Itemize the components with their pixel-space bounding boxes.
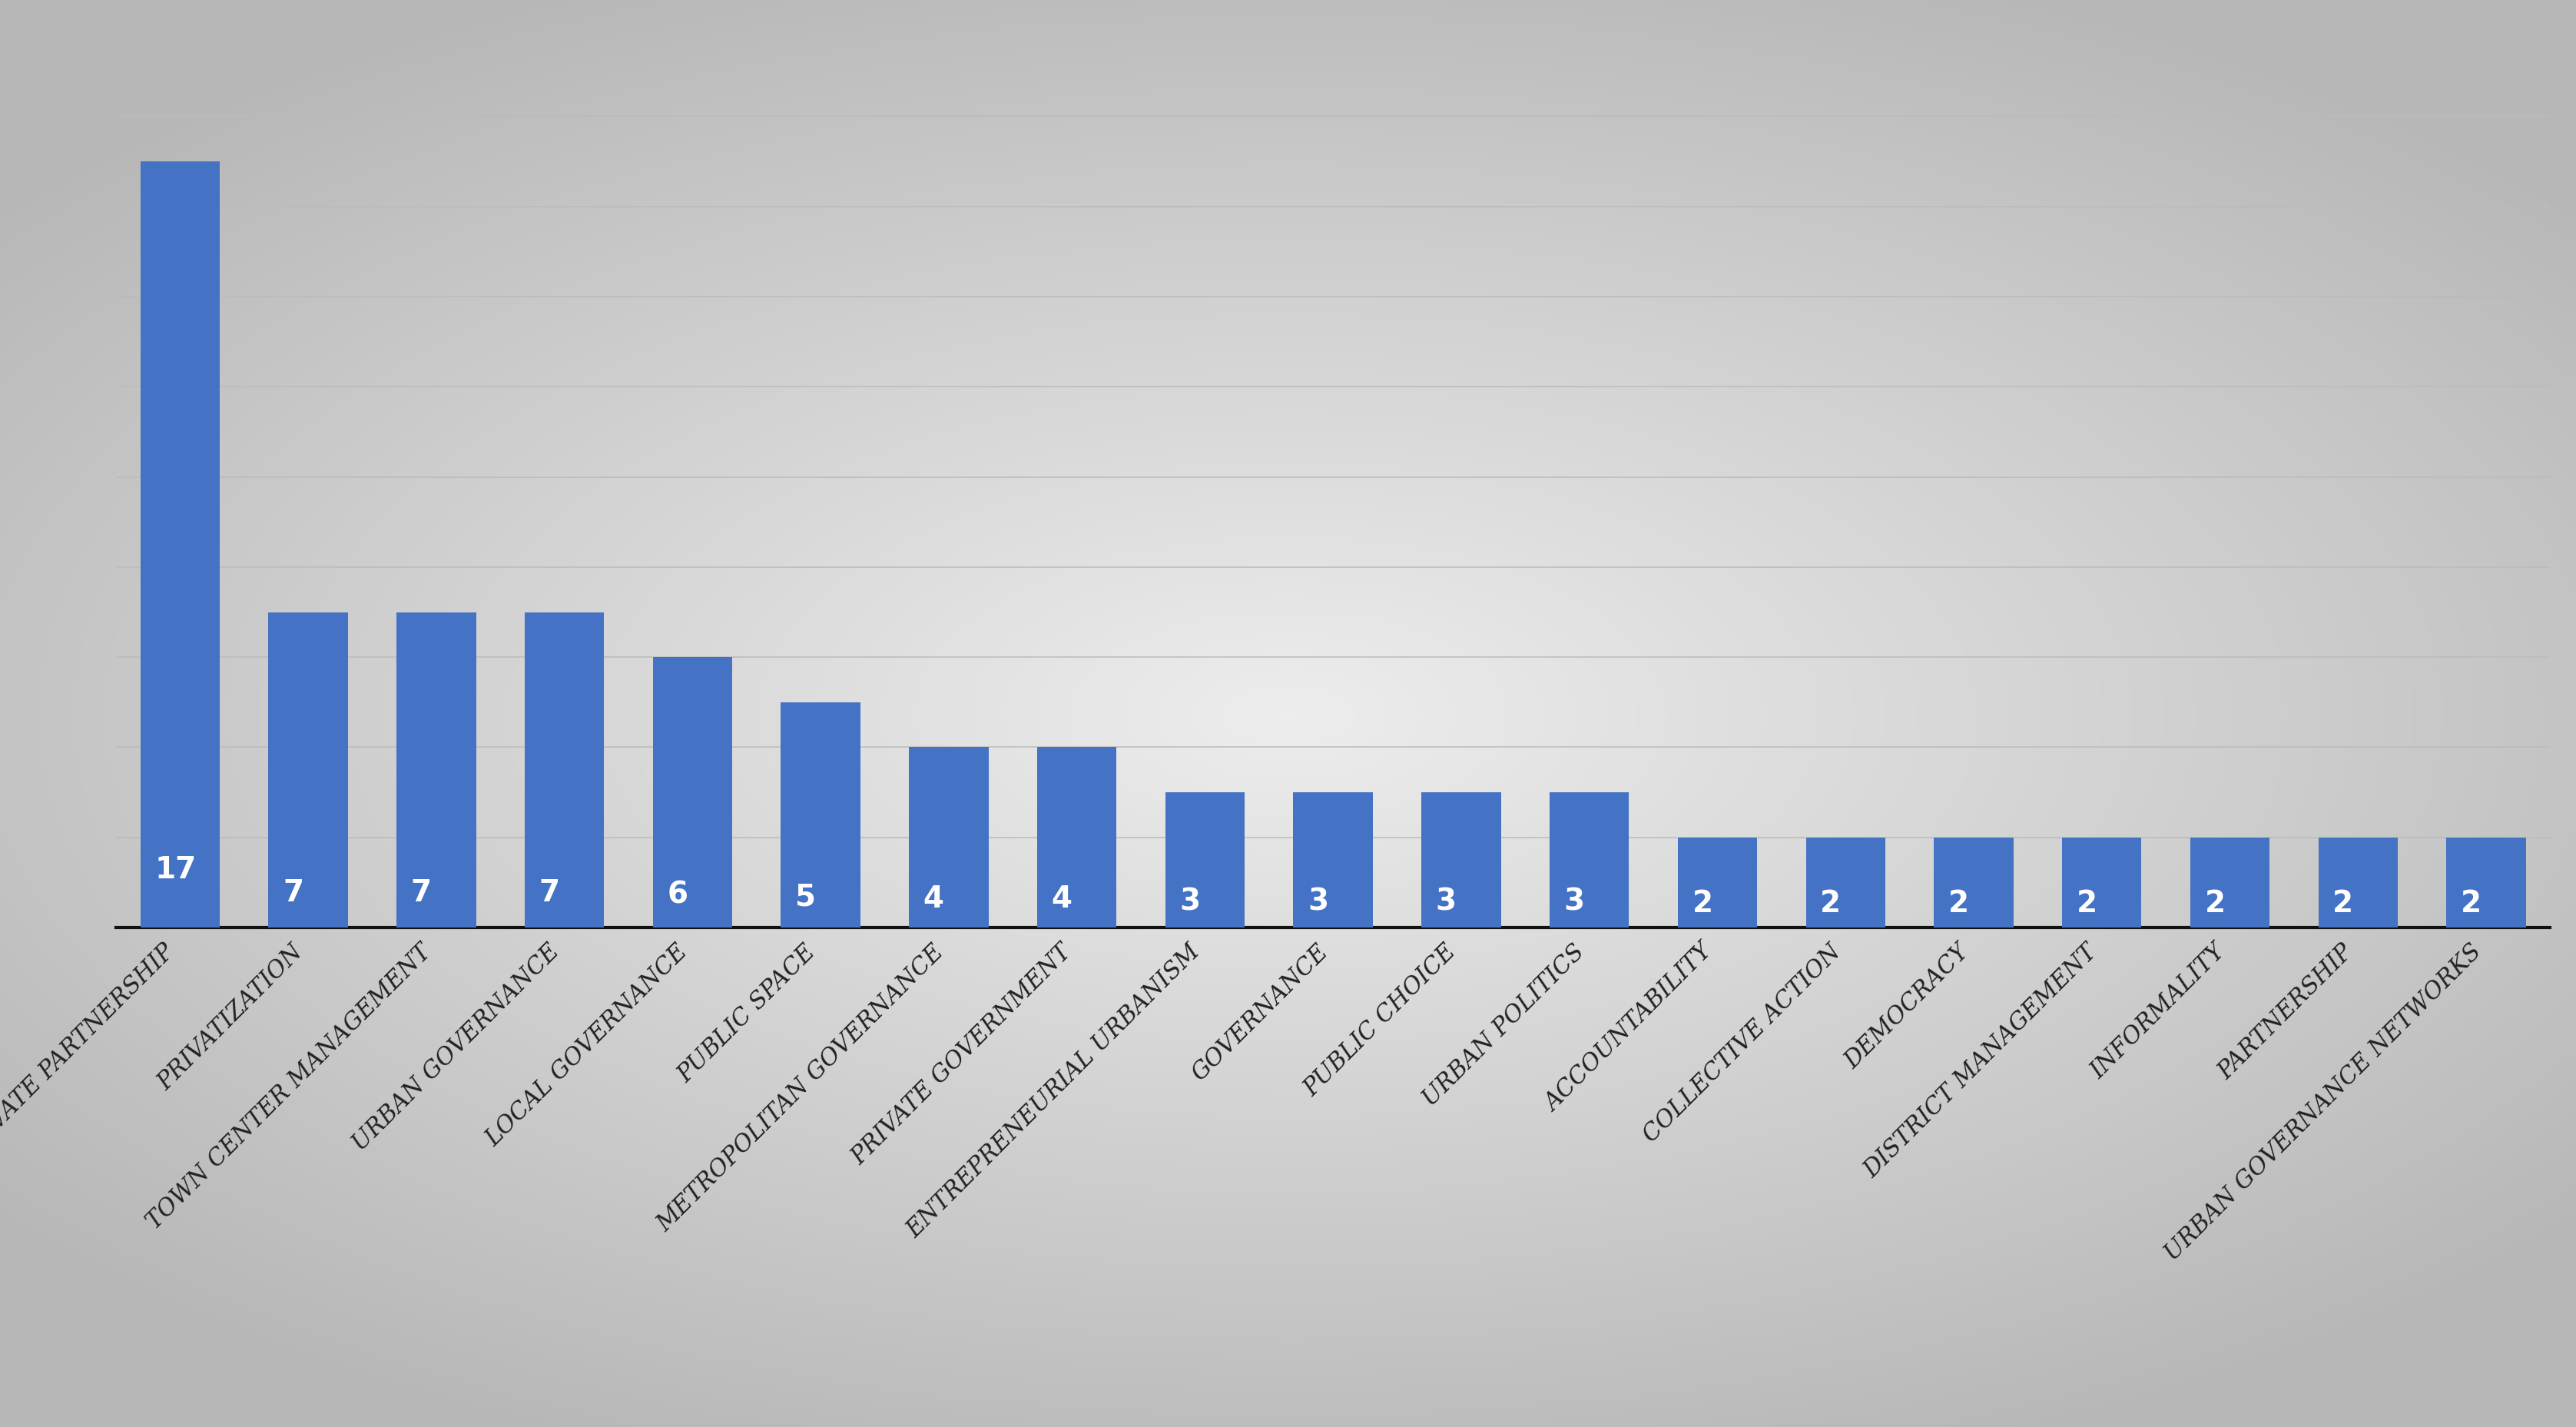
Text: 17: 17 [155,856,196,885]
Bar [2447,838,2527,928]
Text: 4: 4 [1051,885,1072,915]
Text: 5: 5 [796,882,817,912]
Bar [2318,838,2398,928]
Bar [1935,838,2014,928]
Text: 3: 3 [1435,888,1455,916]
Bar [652,658,732,928]
Text: 6: 6 [667,880,688,909]
Text: 4: 4 [922,885,943,915]
Text: 2: 2 [2460,889,2481,919]
Bar [2063,838,2141,928]
Text: 2: 2 [1692,889,1713,919]
Bar [1422,792,1502,928]
Bar [526,612,603,928]
Text: 3: 3 [1180,888,1200,916]
Text: 3: 3 [1309,888,1329,916]
Bar [268,612,348,928]
Bar [781,702,860,928]
Bar [397,612,477,928]
Text: 7: 7 [538,878,559,908]
Text: 7: 7 [283,878,304,908]
Bar [1806,838,1886,928]
Text: 2: 2 [2334,889,2354,919]
Bar [1293,792,1373,928]
Text: 3: 3 [1564,888,1584,916]
Text: 2: 2 [2076,889,2097,919]
Bar [2190,838,2269,928]
Bar [1551,792,1628,928]
Text: 2: 2 [1821,889,1842,919]
Bar [1164,792,1244,928]
Bar [909,748,989,928]
Bar [1038,748,1115,928]
Text: 7: 7 [410,878,433,908]
Bar [139,161,219,928]
Bar [1677,838,1757,928]
Text: 2: 2 [2205,889,2226,919]
Text: 2: 2 [1947,889,1968,919]
